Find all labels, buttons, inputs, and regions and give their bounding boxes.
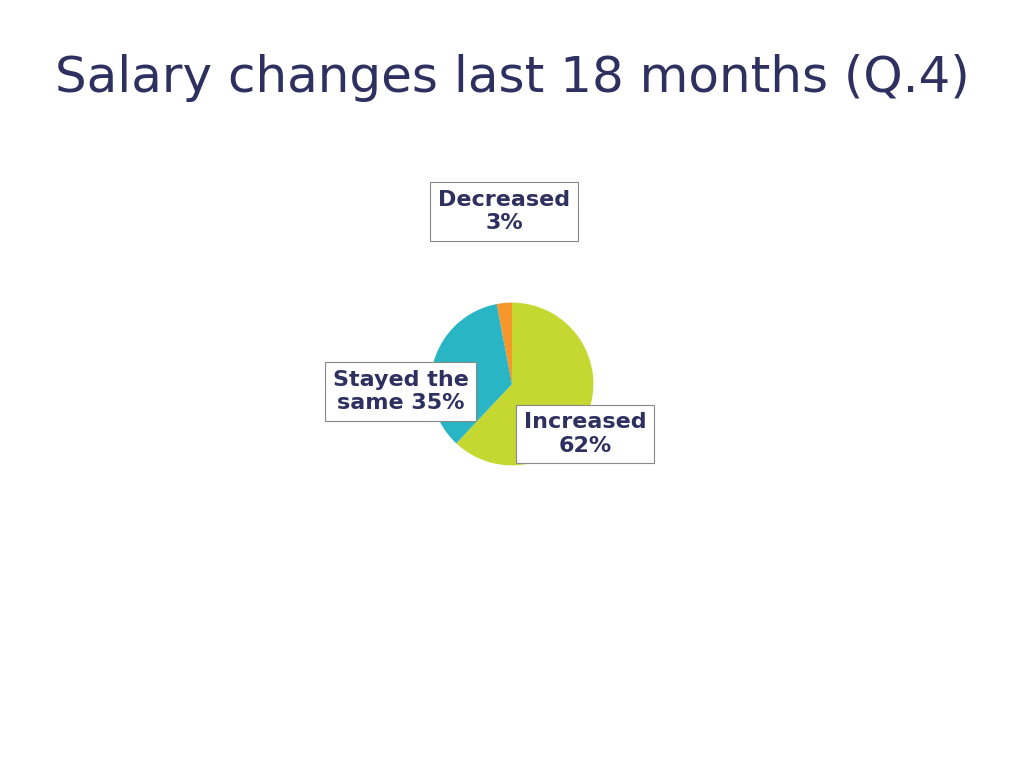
Text: Stayed the
same 35%: Stayed the same 35% (333, 370, 469, 413)
Text: Increased
62%: Increased 62% (523, 412, 646, 455)
Text: Salary changes last 18 months (Q.4): Salary changes last 18 months (Q.4) (54, 54, 970, 102)
Wedge shape (457, 303, 593, 465)
Text: Decreased
3%: Decreased 3% (438, 190, 570, 233)
Wedge shape (431, 304, 512, 443)
Wedge shape (497, 303, 512, 384)
